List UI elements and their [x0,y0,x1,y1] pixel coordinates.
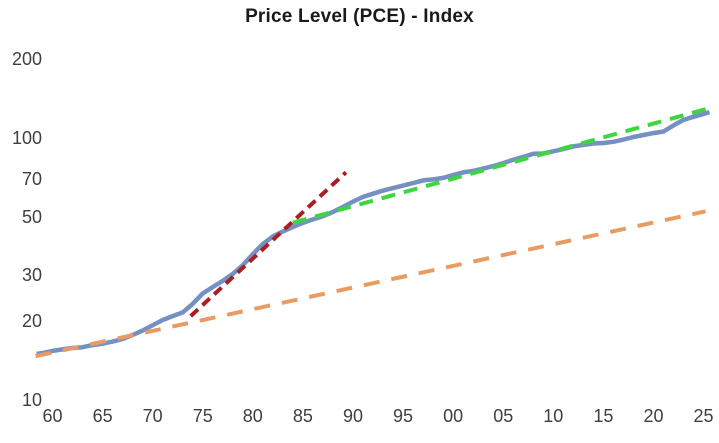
x-tick-label: 85 [292,406,313,426]
y-tick-label: 100 [11,128,42,148]
x-tick-label: 15 [593,406,614,426]
x-tick-label: 20 [643,406,664,426]
x-tick-label: 70 [142,406,163,426]
x-tick-label: 05 [493,406,514,426]
series-line-3ed63e [292,105,714,225]
series-line-e89b63 [35,209,706,359]
x-tick-label: 95 [393,406,414,426]
y-tick-label: 10 [21,390,42,410]
x-tick-label: 90 [342,406,363,426]
y-tick-label: 50 [21,206,42,227]
y-tick-label: 200 [11,49,42,70]
x-tick-label: 10 [543,406,564,426]
x-tick-label: 00 [443,406,464,426]
x-tick-label: 25 [693,406,714,426]
series-line-actual [36,110,711,357]
series-line-ab1f23 [189,170,348,318]
x-tick-label: 75 [192,406,213,426]
chart-title: Price Level (PCE) - Index [245,6,474,27]
y-tick-label: 70 [21,168,42,189]
y-tick-label: 20 [21,311,42,332]
y-tick-label: 30 [21,264,42,285]
x-tick-label: 60 [42,406,63,426]
x-tick-label: 65 [92,406,113,426]
x-tick-label: 80 [242,406,263,426]
